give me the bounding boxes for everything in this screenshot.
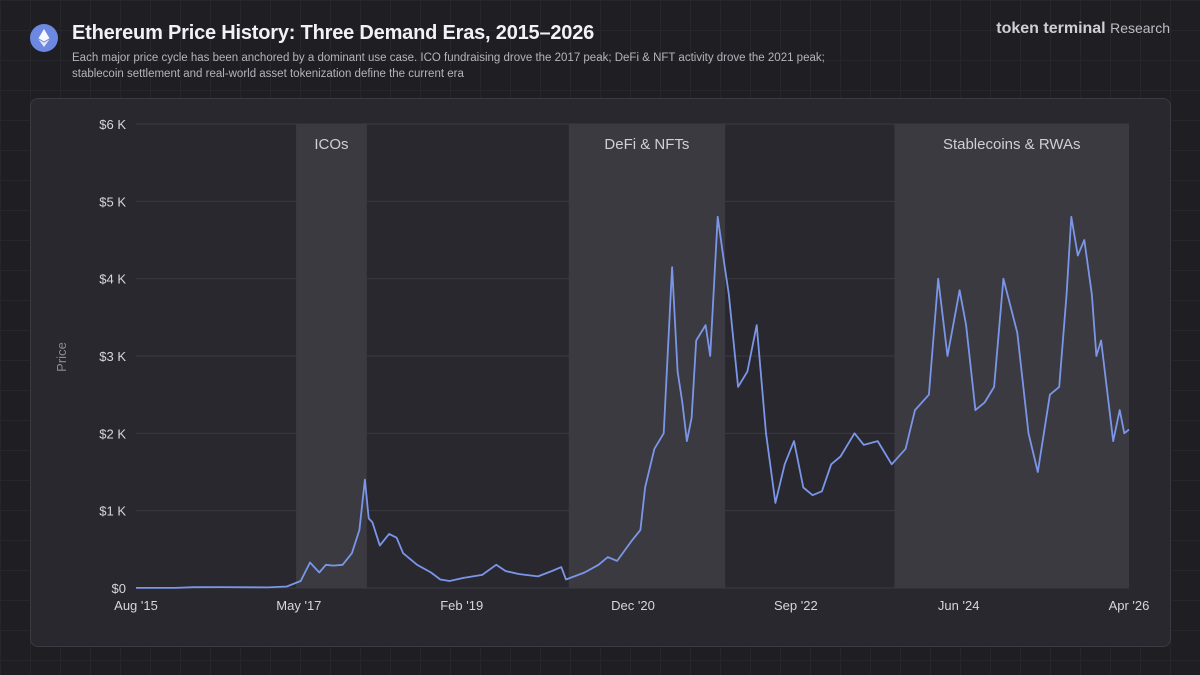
x-tick-label: May '17 [276,598,321,613]
era-label: Stablecoins & RWAs [943,136,1081,153]
ethereum-icon [30,24,58,52]
ethereum-glyph [38,29,50,47]
era-label: DeFi & NFTs [604,136,689,153]
y-tick-label: $0 [112,581,126,596]
y-tick-label: $3 K [99,349,126,364]
brand-name: token terminal [996,20,1106,37]
price-line [136,215,1130,589]
x-tick-label: Jun '24 [938,598,980,613]
y-axis-label: Price [54,342,69,372]
y-tick-label: $4 K [99,272,126,287]
x-tick-label: Dec '20 [611,598,655,613]
x-tick-label: Aug '15 [114,598,158,613]
x-tick-label: Sep '22 [774,598,818,613]
x-tick-label: Feb '19 [440,598,483,613]
y-tick-label: $6 K [99,117,126,132]
brand-logo: token terminal Research [996,20,1170,38]
page-title: Ethereum Price History: Three Demand Era… [72,22,595,44]
page-subtitle: Each major price cycle has been anchored… [72,52,825,80]
brand-suffix: Research [1110,20,1170,36]
y-tick-label: $5 K [99,194,126,209]
y-tick-label: $1 K [99,504,126,519]
y-tick-label: $2 K [99,426,126,441]
era-label: ICOs [314,136,348,153]
x-tick-label: Apr '26 [1109,598,1150,613]
